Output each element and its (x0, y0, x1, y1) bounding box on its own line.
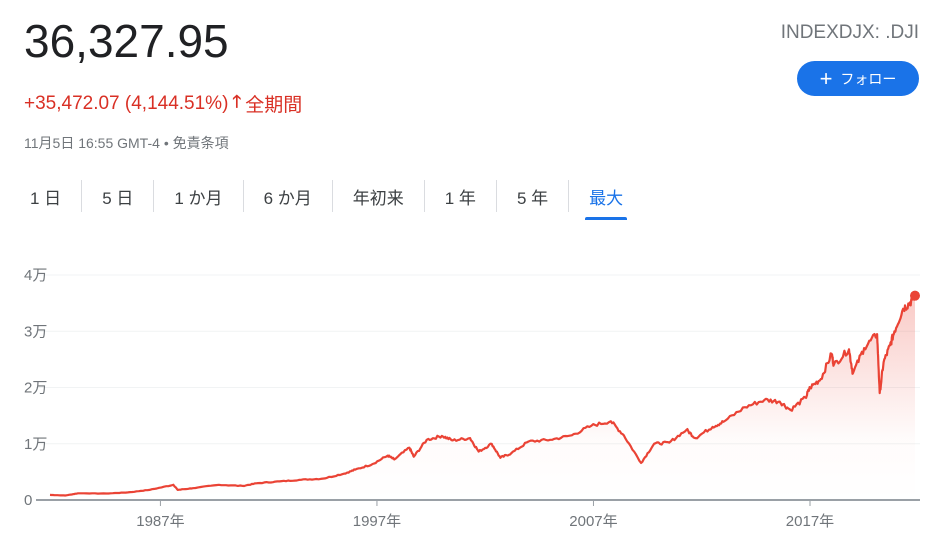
series-line (49, 294, 917, 497)
y-tick-label: 1万 (24, 436, 47, 453)
tab-1m[interactable]: 1 か月 (154, 180, 244, 212)
current-price: 36,327.95 (24, 15, 229, 67)
change-value: +35,472.07 (4,144.51%) (24, 92, 229, 114)
timestamp: 11月5日 16:55 GMT-4 (24, 135, 160, 151)
x-tick-label: 1987年 (136, 513, 184, 530)
y-tick-label: 0 (24, 492, 32, 509)
tab-5y[interactable]: 5 年 (497, 180, 570, 212)
tab-6m[interactable]: 6 か月 (244, 180, 333, 212)
tab-max[interactable]: 最大 (569, 180, 643, 220)
range-tabs: 1 日 5 日 1 か月 6 か月 年初来 1 年 5 年 最大 (10, 180, 643, 220)
tab-1y[interactable]: 1 年 (425, 180, 497, 212)
change-period: 全期間 (245, 95, 303, 116)
y-tick-label: 3万 (24, 323, 47, 340)
x-tick-label: 2017年 (786, 513, 834, 530)
tab-5d[interactable]: 5 日 (82, 180, 155, 212)
separator: • (163, 135, 169, 151)
follow-button[interactable]: + フォロー (797, 61, 919, 96)
disclaimer-link[interactable]: 免責条項 (172, 135, 229, 151)
x-tick-label: 1997年 (353, 513, 401, 530)
ticker-symbol: INDEXDJX: .DJI (780, 22, 919, 43)
last-point-marker (910, 290, 920, 301)
tab-1d[interactable]: 1 日 (10, 180, 83, 212)
y-tick-label: 4万 (24, 267, 47, 284)
plus-icon: + (819, 65, 833, 91)
arrow-up-icon: 🡑 (232, 92, 242, 111)
area-fill (50, 295, 915, 500)
y-tick-label: 2万 (24, 380, 47, 397)
timestamp-line: 11月5日 16:55 GMT-4 • 免責条項 (24, 133, 229, 153)
tab-ytd[interactable]: 年初来 (333, 180, 425, 212)
follow-label: フォロー (840, 70, 897, 87)
x-tick-label: 2007年 (569, 513, 617, 530)
price-change: +35,472.07 (4,144.51%) 🡑 全期間 (24, 89, 302, 118)
